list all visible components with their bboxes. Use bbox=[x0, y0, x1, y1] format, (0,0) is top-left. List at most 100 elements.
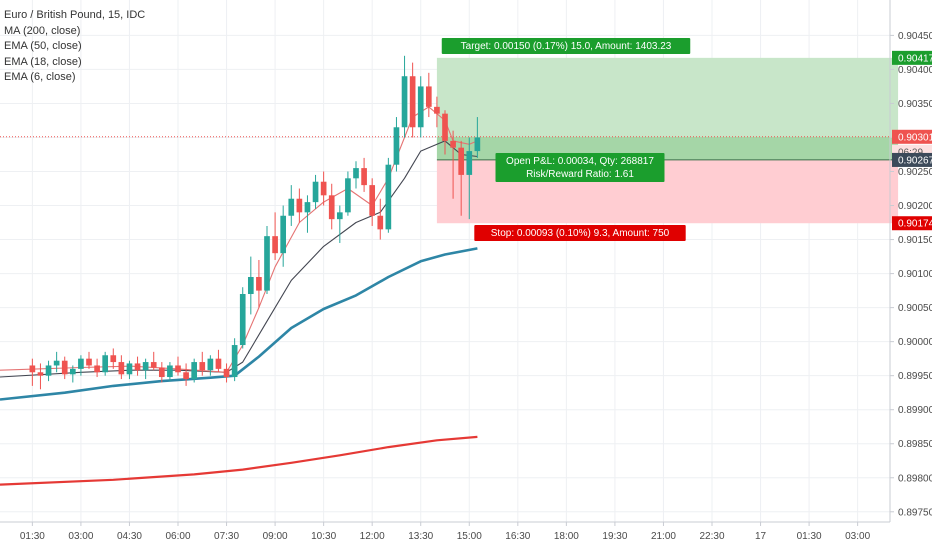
legend-ema50[interactable]: EMA (50, close) bbox=[4, 40, 82, 52]
price-tick-label: 0.89950 bbox=[898, 371, 932, 382]
time-tick-label: 07:30 bbox=[214, 531, 239, 542]
last-price-badge bbox=[892, 129, 932, 144]
candle[interactable] bbox=[345, 178, 351, 213]
time-tick-label: 12:00 bbox=[360, 531, 385, 542]
candle[interactable] bbox=[110, 355, 117, 363]
legend-symbol[interactable]: Euro / British Pound, 15, IDC bbox=[4, 9, 146, 21]
candle[interactable] bbox=[288, 198, 295, 216]
countdown-badge-text: 06:29 bbox=[898, 147, 923, 158]
stop-price-badge bbox=[892, 216, 932, 231]
candle[interactable] bbox=[158, 367, 165, 378]
candle[interactable] bbox=[434, 106, 440, 114]
candle[interactable] bbox=[401, 76, 408, 128]
time-tick-label: 17 bbox=[755, 531, 767, 542]
candle[interactable] bbox=[134, 363, 141, 371]
candle[interactable] bbox=[353, 168, 359, 179]
target-price-badge-text: 0.90417 bbox=[898, 53, 932, 64]
stop-label-text: Stop: 0.00093 (0.10%) 9.3, Amount: 750 bbox=[491, 228, 670, 239]
price-tick-label: 0.90250 bbox=[898, 167, 932, 178]
target-label bbox=[441, 38, 691, 54]
candle[interactable] bbox=[126, 363, 133, 375]
candle[interactable] bbox=[207, 358, 214, 371]
candle[interactable] bbox=[199, 362, 206, 371]
candle[interactable] bbox=[102, 355, 109, 373]
candle[interactable] bbox=[264, 236, 270, 291]
candle[interactable] bbox=[69, 368, 76, 375]
candle[interactable] bbox=[272, 236, 278, 254]
candle[interactable] bbox=[442, 113, 448, 141]
price-tick-label: 0.90000 bbox=[898, 337, 932, 348]
pnl-label bbox=[495, 153, 665, 182]
candle[interactable] bbox=[191, 362, 198, 380]
candle[interactable] bbox=[239, 294, 246, 346]
legend-ma200[interactable]: MA (200, close) bbox=[4, 24, 81, 37]
candle[interactable] bbox=[393, 127, 400, 165]
candle[interactable] bbox=[361, 168, 367, 186]
candle[interactable] bbox=[296, 198, 303, 213]
candle[interactable] bbox=[86, 358, 92, 366]
candle[interactable] bbox=[369, 185, 376, 216]
ema50-line[interactable] bbox=[0, 247, 478, 401]
time-tick-label: 09:00 bbox=[263, 531, 288, 542]
time-tick-label: 21:00 bbox=[651, 531, 676, 542]
candle[interactable] bbox=[304, 202, 311, 213]
candle[interactable] bbox=[118, 362, 125, 375]
candle[interactable] bbox=[61, 360, 68, 375]
candle[interactable] bbox=[280, 215, 287, 254]
candle[interactable] bbox=[37, 372, 44, 376]
candle[interactable] bbox=[417, 86, 424, 128]
candle[interactable] bbox=[94, 365, 100, 373]
price-tick-label: 0.90200 bbox=[898, 201, 932, 212]
time-tick-label: 15:00 bbox=[457, 531, 482, 542]
candle[interactable] bbox=[150, 362, 157, 368]
ma200-line[interactable] bbox=[0, 435, 478, 486]
entry-price-badge-text: 0.90267 bbox=[898, 155, 932, 166]
candle[interactable] bbox=[215, 358, 222, 369]
candle[interactable] bbox=[142, 362, 149, 371]
legend-ema18[interactable]: EMA (18, close) bbox=[4, 55, 82, 68]
candle[interactable] bbox=[78, 358, 84, 369]
candle[interactable] bbox=[223, 368, 230, 378]
candle[interactable] bbox=[29, 365, 36, 373]
candle[interactable] bbox=[474, 137, 481, 152]
price-tick-label: 0.89900 bbox=[898, 405, 932, 416]
candle[interactable] bbox=[247, 276, 254, 295]
candle[interactable] bbox=[409, 76, 416, 128]
price-tick-label: 0.89750 bbox=[898, 507, 932, 518]
candle[interactable] bbox=[385, 164, 392, 230]
price-tick-label: 0.90150 bbox=[898, 235, 932, 246]
price-tick-label: 0.90400 bbox=[898, 65, 932, 76]
candle[interactable] bbox=[53, 360, 60, 366]
time-tick-label: 13:30 bbox=[408, 531, 433, 542]
candle[interactable] bbox=[256, 276, 262, 291]
candle[interactable] bbox=[425, 86, 432, 107]
legend-ema6[interactable]: EMA (6, close) bbox=[4, 71, 76, 83]
candle[interactable] bbox=[328, 195, 335, 220]
candle[interactable] bbox=[458, 147, 465, 175]
candle[interactable] bbox=[377, 215, 384, 230]
candle[interactable] bbox=[231, 345, 238, 378]
stop-label bbox=[474, 225, 686, 241]
candle[interactable] bbox=[336, 212, 343, 220]
last-price-badge-text: 0.90301 bbox=[898, 132, 932, 143]
candle[interactable] bbox=[312, 181, 319, 203]
candle[interactable] bbox=[45, 365, 52, 376]
candle[interactable] bbox=[320, 181, 327, 196]
time-tick-label: 16:30 bbox=[505, 531, 530, 542]
time-tick-label: 19:30 bbox=[602, 531, 627, 542]
candle[interactable] bbox=[450, 140, 456, 148]
candle[interactable] bbox=[167, 365, 173, 378]
price-tick-label: 0.90100 bbox=[898, 269, 932, 280]
time-tick-label: 18:00 bbox=[554, 531, 579, 542]
price-tick-label: 0.90350 bbox=[898, 99, 932, 110]
candle[interactable] bbox=[183, 372, 189, 380]
time-tick-label: 01:30 bbox=[20, 531, 45, 542]
candle[interactable] bbox=[466, 151, 473, 175]
entry-price-badge bbox=[892, 152, 932, 167]
target-label-text: Target: 0.00150 (0.17%) 15.0, Amount: 14… bbox=[461, 41, 672, 52]
target-zone[interactable] bbox=[436, 57, 899, 137]
price-tick-label: 0.89800 bbox=[898, 473, 932, 484]
candle[interactable] bbox=[175, 365, 181, 373]
